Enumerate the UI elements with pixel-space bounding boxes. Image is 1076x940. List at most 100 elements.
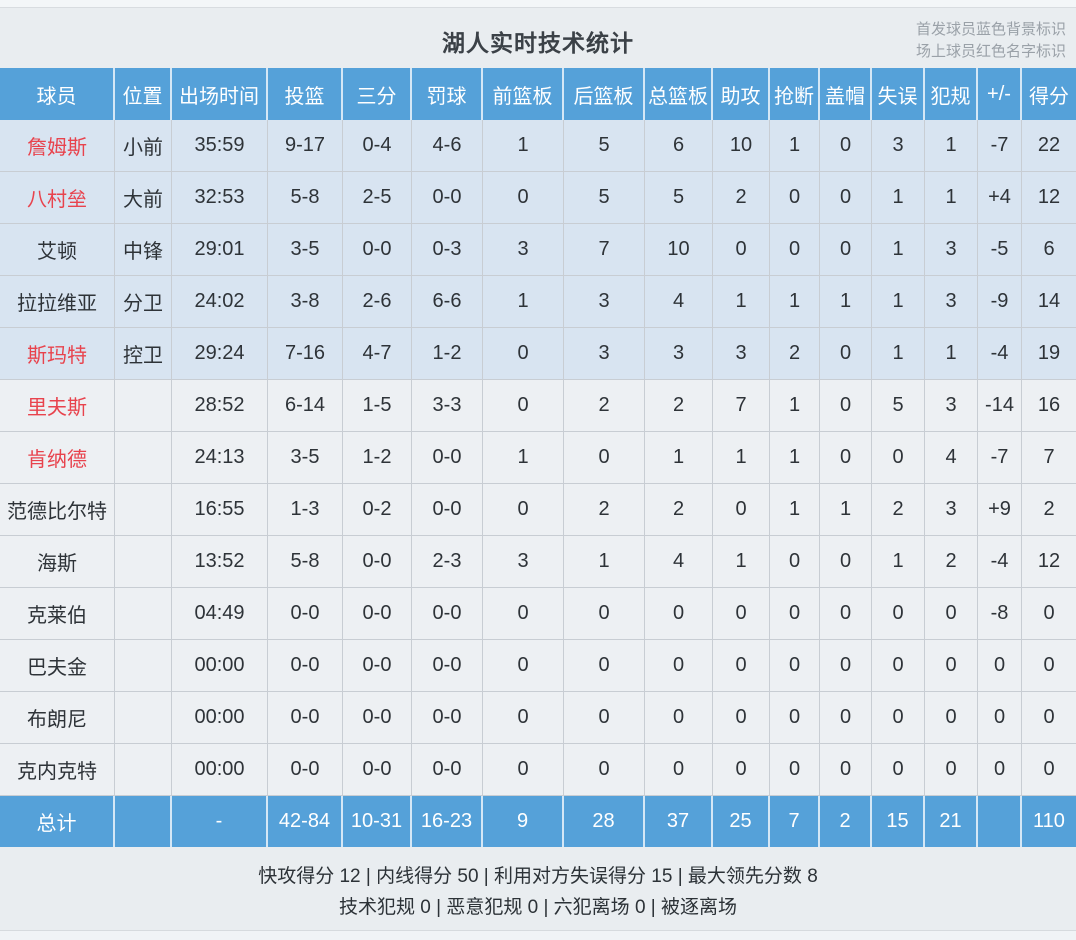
stat-cell: 0-0 xyxy=(412,692,483,744)
player-name-cell: 布朗尼 xyxy=(0,692,115,744)
footer-stats: 快攻得分 12 | 内线得分 50 | 利用对方失误得分 15 | 最大领先分数… xyxy=(0,847,1076,923)
stat-cell: 0 xyxy=(925,588,978,640)
column-header: 得分 xyxy=(1022,68,1076,120)
stat-cell: 10 xyxy=(713,120,770,172)
stat-cell: 1 xyxy=(713,432,770,484)
stat-cell: 0 xyxy=(925,692,978,744)
stat-cell: 6 xyxy=(645,120,713,172)
stat-cell: 29:01 xyxy=(172,224,268,276)
position-cell xyxy=(115,380,172,432)
stat-cell: 0-0 xyxy=(343,224,412,276)
stat-cell: 0 xyxy=(820,328,872,380)
stat-cell: 0 xyxy=(483,588,564,640)
player-name-cell: 詹姆斯 xyxy=(0,120,115,172)
column-header: 失误 xyxy=(872,68,925,120)
stat-cell: 0 xyxy=(872,744,925,796)
stat-cell: -4 xyxy=(978,328,1022,380)
stat-cell: -14 xyxy=(978,380,1022,432)
position-cell xyxy=(115,692,172,744)
stat-cell: 1 xyxy=(645,432,713,484)
position-cell: 控卫 xyxy=(115,328,172,380)
total-stat-cell xyxy=(115,796,172,847)
stat-cell: 0 xyxy=(564,432,645,484)
stat-cell: 0 xyxy=(925,640,978,692)
stat-cell: 0 xyxy=(820,224,872,276)
stat-cell: 0-0 xyxy=(343,640,412,692)
stat-cell: 0 xyxy=(820,692,872,744)
stat-cell: 1 xyxy=(483,120,564,172)
stat-cell: 1 xyxy=(820,484,872,536)
stat-cell: 0 xyxy=(770,224,820,276)
stat-cell: 0 xyxy=(770,744,820,796)
footer-line-2: 技术犯规 0 | 恶意犯规 0 | 六犯离场 0 | 被逐离场 xyxy=(338,897,738,918)
stat-cell: 24:02 xyxy=(172,276,268,328)
total-stat-cell xyxy=(978,796,1022,847)
position-cell xyxy=(115,588,172,640)
stat-cell: 0 xyxy=(645,744,713,796)
stat-cell: 2 xyxy=(645,380,713,432)
stat-cell: 0 xyxy=(872,588,925,640)
stat-cell: 0 xyxy=(820,640,872,692)
column-header: 抢断 xyxy=(770,68,820,120)
stat-cell: +9 xyxy=(978,484,1022,536)
stat-cell: 3-5 xyxy=(268,224,343,276)
stat-cell: 1-5 xyxy=(343,380,412,432)
position-cell xyxy=(115,484,172,536)
position-cell xyxy=(115,536,172,588)
total-stat-cell: 9 xyxy=(483,796,564,847)
stat-cell: 3 xyxy=(483,536,564,588)
stat-cell: 0-0 xyxy=(268,588,343,640)
stat-cell: 0 xyxy=(483,328,564,380)
stat-cell: 1 xyxy=(925,120,978,172)
stat-cell: 12 xyxy=(1022,536,1076,588)
column-header: 位置 xyxy=(115,68,172,120)
stat-cell: 16 xyxy=(1022,380,1076,432)
stat-cell: 7 xyxy=(713,380,770,432)
position-cell: 中锋 xyxy=(115,224,172,276)
position-cell: 大前 xyxy=(115,172,172,224)
stat-cell: 5 xyxy=(564,172,645,224)
stat-cell: 0 xyxy=(713,692,770,744)
total-stat-cell: 16-23 xyxy=(412,796,483,847)
stat-cell: 4 xyxy=(925,432,978,484)
column-header: 总篮板 xyxy=(645,68,713,120)
player-name-cell: 肯纳德 xyxy=(0,432,115,484)
stat-cell: 0 xyxy=(483,744,564,796)
stat-cell: 0 xyxy=(978,692,1022,744)
stat-cell: 2 xyxy=(645,484,713,536)
stat-cell: 0-0 xyxy=(268,692,343,744)
player-row: 克莱伯 04:49 0-0 0-0 0-0 0 0 0 0 0 0 0 0 -8 0 xyxy=(0,588,1076,640)
stat-cell: 3 xyxy=(925,484,978,536)
total-stat-cell: - xyxy=(172,796,268,847)
player-row: 斯玛特 控卫 29:24 7-16 4-7 1-2 0 3 3 3 2 0 1 1 -4 19 xyxy=(0,328,1076,380)
stat-cell: 4 xyxy=(645,536,713,588)
legend-starter-note: 首发球员蓝色背景标识 xyxy=(915,21,1066,38)
total-stat-cell: 37 xyxy=(645,796,713,847)
stat-cell: 0 xyxy=(713,640,770,692)
column-header: 犯规 xyxy=(925,68,978,120)
player-row: 海斯 13:52 5-8 0-0 2-3 3 1 4 1 0 0 1 2 -4 12 xyxy=(0,536,1076,588)
player-row: 拉拉维亚 分卫 24:02 3-8 2-6 6-6 1 3 4 1 1 1 1 3 -9 14 xyxy=(0,276,1076,328)
stat-cell: 0 xyxy=(1022,588,1076,640)
stat-cell: 0-0 xyxy=(412,432,483,484)
stat-cell: 0 xyxy=(770,692,820,744)
stat-cell: 1 xyxy=(483,432,564,484)
stat-cell: 2-3 xyxy=(412,536,483,588)
stat-cell: 3 xyxy=(645,328,713,380)
stat-cell: 0-0 xyxy=(412,172,483,224)
player-name-cell: 巴夫金 xyxy=(0,640,115,692)
stat-cell: -9 xyxy=(978,276,1022,328)
stat-cell: 0-3 xyxy=(412,224,483,276)
stat-cell: 0-0 xyxy=(343,536,412,588)
stat-cell: 0-0 xyxy=(412,640,483,692)
total-stat-cell: 10-31 xyxy=(343,796,412,847)
stat-cell: 04:49 xyxy=(172,588,268,640)
column-header: 助攻 xyxy=(713,68,770,120)
player-row: 克内克特 00:00 0-0 0-0 0-0 0 0 0 0 0 0 0 0 0 0 xyxy=(0,744,1076,796)
stat-cell: 1 xyxy=(770,120,820,172)
player-name-cell: 斯玛特 xyxy=(0,328,115,380)
stat-cell: 00:00 xyxy=(172,692,268,744)
stat-cell: 3 xyxy=(872,120,925,172)
total-label-cell: 总计 xyxy=(0,796,115,847)
stat-cell: 7 xyxy=(1022,432,1076,484)
